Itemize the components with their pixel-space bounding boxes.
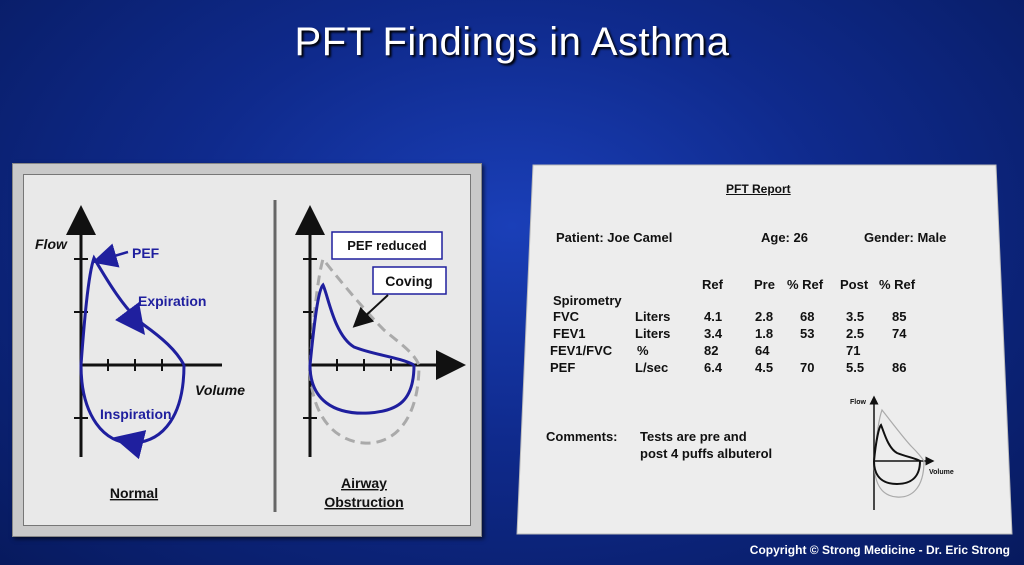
row-name: FEV1 <box>553 326 586 341</box>
row-post: 3.5 <box>846 309 865 324</box>
normal-ticks <box>74 258 163 419</box>
col-header-pre: Pre <box>754 277 775 292</box>
row-pre-pct: 68 <box>800 309 815 324</box>
row-post-pct: 86 <box>892 360 907 375</box>
row-ref: 82 <box>704 343 719 358</box>
row-pre: 64 <box>755 343 770 358</box>
pef-reduced-callout <box>331 231 443 260</box>
row-unit: L/sec <box>635 360 669 375</box>
flow-volume-panel: Flow Volume PEF Expiration Inspiration N… <box>12 163 482 537</box>
row-post: 5.5 <box>846 360 865 375</box>
flow-volume-diagrams: Flow Volume PEF Expiration Inspiration N… <box>35 200 466 512</box>
obstruction-expiration-curve <box>308 282 415 367</box>
row-name: FEV1/FVC <box>550 343 613 358</box>
obstruction-inspiration-curve <box>308 364 416 415</box>
row-unit: % <box>637 343 649 358</box>
row-post: 2.5 <box>846 326 865 341</box>
col-header-pre-pct: % Ref <box>787 277 824 292</box>
row-pre: 4.5 <box>755 360 774 375</box>
row-name: FVC <box>553 309 579 324</box>
report-heading: PFT Report <box>726 182 791 196</box>
mini-volume-label: Volume <box>929 469 954 476</box>
row-pre: 1.8 <box>755 326 774 341</box>
row-ref: 6.4 <box>704 360 723 375</box>
copyright-notice: Copyright © Strong Medicine - Dr. Eric S… <box>749 543 1010 557</box>
coving-pointer-arrow <box>352 294 389 328</box>
row-unit: Liters <box>635 326 671 341</box>
comments-label: Comments: <box>546 429 618 444</box>
normal-expiration-curve <box>79 254 186 366</box>
row-ref: 3.4 <box>704 326 723 341</box>
flow-volume-panel-inner: Flow Volume PEF Expiration Inspiration N… <box>23 174 471 526</box>
slide-title: PFT Findings in Asthma <box>294 20 730 64</box>
row-pre-pct: 53 <box>800 326 815 341</box>
patient-gender: Gender: Male <box>864 230 947 245</box>
col-header-post: Post <box>840 277 869 292</box>
comments-line2: post 4 puffs albuterol <box>640 446 773 461</box>
col-header-ref: Ref <box>702 277 723 292</box>
volume-axis-label: Volume <box>195 382 245 398</box>
mini-flow-label: Flow <box>850 399 866 406</box>
row-unit: Liters <box>635 309 671 324</box>
row-name: PEF <box>550 360 576 375</box>
row-ref: 4.1 <box>704 309 723 324</box>
section-label: Spirometry <box>553 293 622 308</box>
patient-age: Age: 26 <box>761 230 808 245</box>
pef-reduced-label: PEF reduced <box>347 238 427 253</box>
pef-label: PEF <box>132 245 160 261</box>
obstruction-caption-line1: Airway <box>341 475 387 491</box>
normal-inspiration-curve <box>79 364 186 445</box>
expiration-arrow <box>115 302 145 335</box>
row-pre-pct: 70 <box>800 360 815 375</box>
inspiration-arrow <box>113 430 147 460</box>
row-post-pct: 85 <box>892 309 907 324</box>
comments-line1: Tests are pre and <box>640 429 747 444</box>
normal-plot: Flow Volume PEF Expiration Inspiration N… <box>35 205 245 501</box>
col-header-post-pct: % Ref <box>879 277 916 292</box>
expiration-label: Expiration <box>138 293 206 309</box>
coving-callout <box>372 266 447 295</box>
normal-reference-dashed <box>308 255 421 445</box>
inspiration-label: Inspiration <box>100 406 172 422</box>
pef-pointer-arrow <box>92 243 129 268</box>
patient-name: Patient: Joe Camel <box>556 230 673 245</box>
obstruction-ticks <box>303 258 392 419</box>
normal-caption: Normal <box>110 485 158 501</box>
coving-label: Coving <box>385 273 432 289</box>
row-post-pct: 74 <box>892 326 907 341</box>
row-post: 71 <box>846 343 861 358</box>
row-pre: 2.8 <box>755 309 774 324</box>
flow-axis-label: Flow <box>35 236 68 252</box>
obstruction-plot: PEF reduced Coving Airway Obstruction <box>295 205 466 510</box>
obstruction-caption-line2: Obstruction <box>324 494 403 510</box>
